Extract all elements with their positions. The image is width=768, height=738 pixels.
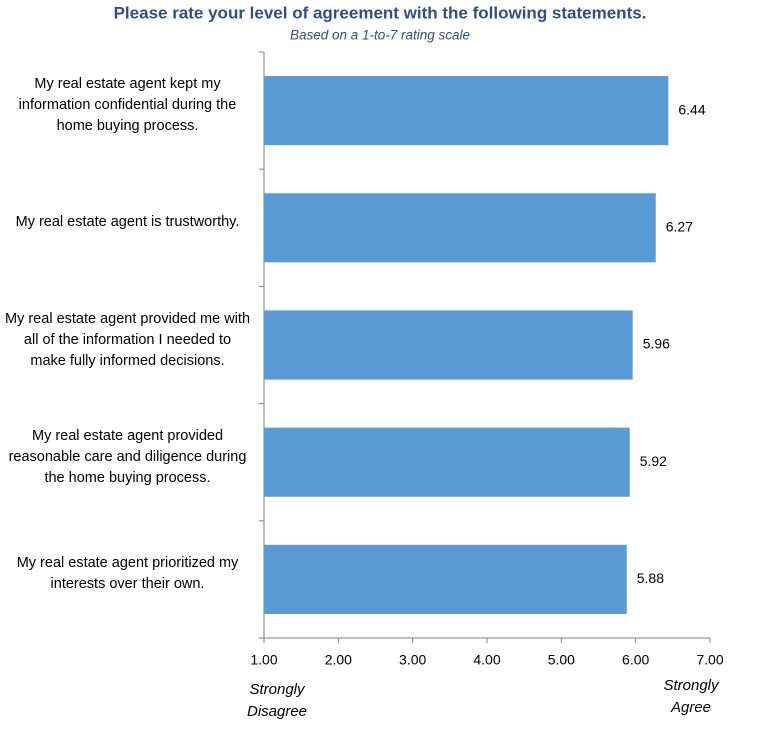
category-label: My real estate agent kept my information… xyxy=(18,76,237,135)
bar xyxy=(264,76,669,146)
category-label: My real estate agent is trustworthy. xyxy=(15,214,240,231)
chart-subtitle: Based on a 1-to-7 rating scale xyxy=(290,28,470,43)
x-tick-label: 3.00 xyxy=(399,652,426,668)
x-tick-label: 5.00 xyxy=(548,652,575,668)
x-high-label: Strongly Agree xyxy=(663,677,719,716)
value-label: 6.27 xyxy=(666,219,693,235)
value-label: 6.44 xyxy=(678,101,705,117)
category-label: My real estate agent prioritized my inte… xyxy=(16,555,239,593)
category-label: My real estate agent provided reasonable… xyxy=(8,427,247,486)
chart-title: Please rate your level of agreement with… xyxy=(114,3,647,22)
category-label: My real estate agent provided me with al… xyxy=(5,310,251,369)
x-tick-label: 2.00 xyxy=(325,652,352,668)
bar xyxy=(264,427,630,497)
bar xyxy=(264,544,627,614)
x-tick-label: 7.00 xyxy=(696,652,723,668)
x-tick-label: 1.00 xyxy=(250,652,277,668)
bar xyxy=(264,310,633,380)
x-tick-label: 6.00 xyxy=(622,652,649,668)
value-label: 5.88 xyxy=(637,570,664,586)
x-tick-label: 4.00 xyxy=(473,652,500,668)
value-label: 5.96 xyxy=(643,336,670,352)
value-label: 5.92 xyxy=(640,453,667,469)
x-low-label: Strongly Disagree xyxy=(246,681,308,720)
bar xyxy=(264,193,656,263)
